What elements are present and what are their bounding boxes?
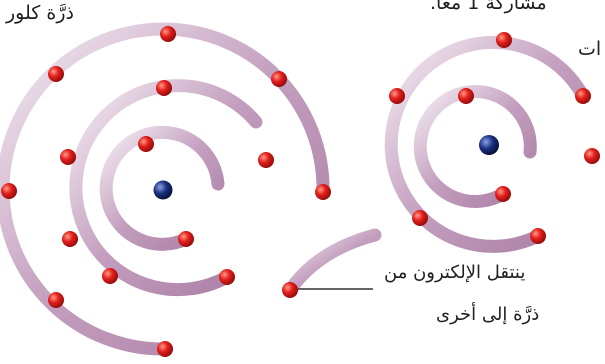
electron: [271, 71, 287, 87]
electron: [495, 186, 511, 202]
side-text-fragment: ات: [578, 38, 602, 60]
chlorine-nucleus: [153, 180, 173, 200]
electron: [48, 292, 64, 308]
electron: [48, 66, 64, 82]
chlorine-electrons: [1, 26, 331, 357]
second-atom-nucleus: [479, 135, 499, 155]
electron: [530, 228, 546, 244]
second-atom: [384, 32, 600, 253]
transfer-path: [283, 228, 382, 297]
transfer-label-line2: ذرَّة إلى أخرى: [436, 304, 540, 325]
electron: [412, 210, 428, 226]
electron: [157, 341, 173, 357]
electron: [60, 149, 76, 165]
electron: [178, 231, 194, 247]
electron: [160, 26, 176, 42]
electron: [62, 231, 78, 247]
chlorine-shell-inner: [99, 125, 225, 251]
electron: [258, 152, 274, 168]
second-atom-shell-outer: [384, 35, 590, 253]
transferring-electron: [282, 282, 298, 298]
electron: [138, 136, 154, 152]
second-atom-electrons: [389, 32, 600, 244]
electron: [219, 269, 235, 285]
chlorine-shell-middle: [69, 79, 263, 297]
transfer-label-line1: ينتقل الإلكترون من: [384, 262, 526, 283]
second-atom-shell-inner: [413, 85, 537, 208]
electron: [575, 88, 591, 104]
electron: [156, 80, 172, 96]
electron: [102, 268, 118, 284]
electron: [458, 88, 474, 104]
top-text-fragment: مشاركة 1 معاً.: [430, 0, 547, 14]
electron: [315, 184, 331, 200]
electron: [389, 88, 405, 104]
electron: [496, 32, 512, 48]
electron: [584, 148, 600, 164]
chlorine-atom-label: ذرَّة كلور: [6, 2, 74, 24]
electron: [1, 183, 17, 199]
chlorine-atom: [0, 22, 331, 357]
